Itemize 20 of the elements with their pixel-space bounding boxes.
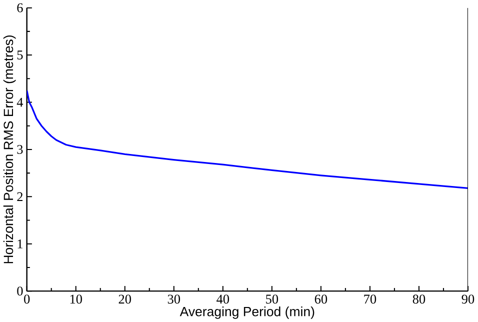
y-tick-label: 5 bbox=[17, 50, 23, 60]
y-tick-label: 1 bbox=[18, 239, 22, 248]
x-tick-label: 90 bbox=[462, 294, 474, 304]
x-tick-label: 60 bbox=[314, 294, 328, 304]
y-tick-label: 2 bbox=[17, 192, 23, 201]
x-tick-label: 50 bbox=[266, 294, 278, 304]
y-axis-title: Horizontal Position RMS Error (metres) bbox=[3, 35, 16, 264]
x-tick-label: 20 bbox=[118, 294, 131, 304]
x-tick-label: 0 bbox=[24, 294, 30, 304]
y-tick-label: 6 bbox=[17, 3, 23, 12]
y-tick-label: 4 bbox=[16, 98, 24, 106]
x-tick-label: 80 bbox=[412, 294, 426, 304]
x-tick-label: 30 bbox=[168, 294, 180, 304]
y-tick-label: 0 bbox=[17, 286, 23, 296]
x-tick-label: 10 bbox=[70, 294, 82, 304]
x-axis-title: Averaging Period (min) bbox=[180, 306, 314, 319]
y-tick-label: 3 bbox=[17, 144, 23, 154]
x-tick-label: 70 bbox=[364, 294, 376, 304]
x-tick-label: 40 bbox=[216, 294, 230, 304]
line-series bbox=[26, 90, 468, 189]
